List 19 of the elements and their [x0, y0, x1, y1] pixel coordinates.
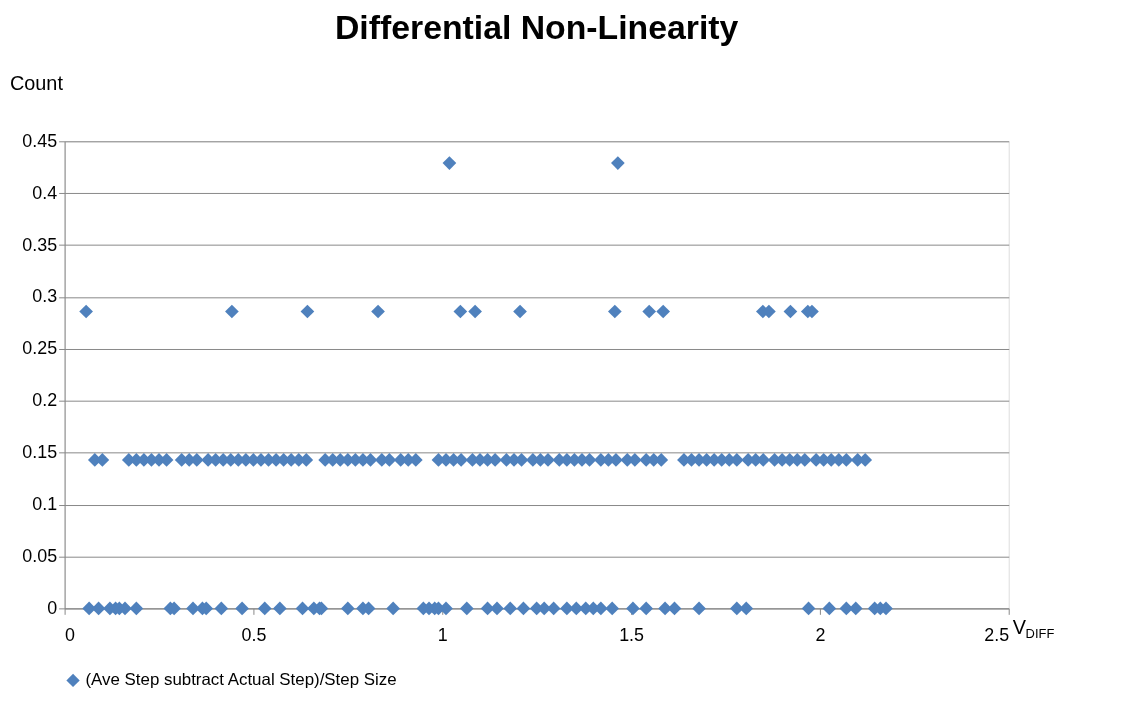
y-tick-label: 0	[47, 597, 58, 618]
y-tick-label: 0.15	[22, 442, 58, 463]
y-tick-label: 0.25	[22, 338, 58, 359]
x-tick-label: 0	[65, 624, 76, 645]
y-tick-label: 0.2	[32, 390, 58, 411]
y-tick-label: 0.3	[32, 286, 58, 307]
y-tick-label: 0.35	[22, 234, 58, 255]
y-axis-title: Count	[9, 71, 64, 94]
x-tick-label: 1	[437, 624, 448, 645]
y-tick-label: 0.05	[22, 545, 58, 566]
x-tick-label: 2.5	[984, 624, 1010, 645]
x-tick-label: 0.5	[241, 624, 267, 645]
x-tick-label: 2	[815, 624, 826, 645]
y-tick-label: 0.45	[22, 130, 58, 151]
y-tick-label: 0.4	[32, 182, 58, 203]
legend-label: (Ave Step subtract Actual Step)/Step Size	[85, 670, 397, 690]
x-tick-label: 1.5	[619, 624, 645, 645]
y-tick-label: 0.1	[32, 494, 58, 515]
chart-title: Differential Non-Linearity	[334, 7, 739, 46]
